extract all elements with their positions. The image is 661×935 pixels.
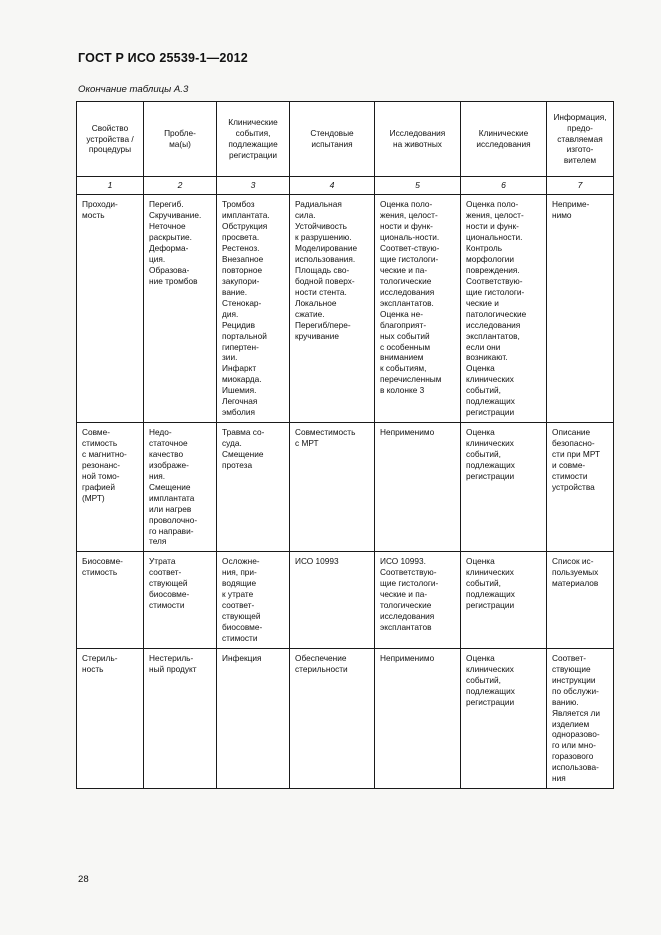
cell-clinical-events-text: Травма со- суда. Смещение протеза xyxy=(222,427,265,470)
cell-bench-tests: Обеспечение стерильности xyxy=(289,647,375,790)
table-row: Стериль- ность Нестериль- ный продукт Ин… xyxy=(76,647,614,790)
cell-manufacturer-info-text: Описание безопасно- сти при МРТ и совме-… xyxy=(552,427,601,492)
cell-clinical-events: Травма со- суда. Смещение протеза xyxy=(216,422,290,553)
column-header-bench-tests: Стендовые испытания xyxy=(289,101,375,177)
cell-property-text: Совме- стимость с магнитно- резонанс- но… xyxy=(82,427,127,503)
cell-clinical-events: Осложне- ния, при- водящие к утрате соот… xyxy=(216,551,290,649)
cell-property: Стериль- ность xyxy=(76,647,144,790)
column-header-clinical-studies-label: Клинические исследования xyxy=(476,128,531,149)
cell-manufacturer-info: Соответ- ствующие инструкции по обслужи-… xyxy=(546,647,614,790)
cell-animal-studies-text: Неприменимо xyxy=(380,652,435,663)
cell-clinical-studies: Оценка клинических событий, подлежащих р… xyxy=(460,551,547,649)
cell-problems-text: Перегиб. Скручивание. Неточное раскрытие… xyxy=(149,199,202,286)
cell-manufacturer-info: Описание безопасно- сти при МРТ и совме-… xyxy=(546,422,614,553)
cell-problems: Перегиб. Скручивание. Неточное раскрытие… xyxy=(143,194,217,424)
column-header-problems-label: Пробле- ма(ы) xyxy=(164,128,196,149)
cell-animal-studies: Неприменимо xyxy=(374,647,461,790)
cell-clinical-studies: Оценка клинических событий, подлежащих р… xyxy=(460,647,547,790)
cell-property-text: Стериль- ность xyxy=(82,652,118,674)
cell-clinical-events-text: Осложне- ния, при- водящие к утрате соот… xyxy=(222,556,263,643)
cell-problems-text: Нестериль- ный продукт xyxy=(149,652,197,674)
column-number-6: 6 xyxy=(460,175,547,196)
cell-manufacturer-info-text: Неприме- нимо xyxy=(552,199,590,221)
cell-manufacturer-info-text: Список ис- пользуемых материалов xyxy=(552,556,599,589)
cell-clinical-events: Инфекция xyxy=(216,647,290,790)
cell-property: Биосовме- стимость xyxy=(76,551,144,649)
column-header-manufacturer-info-label: Информация, предо- ставляемая изгото- ви… xyxy=(553,111,607,166)
cell-clinical-studies-text: Оценка клинических событий, подлежащих р… xyxy=(466,427,515,481)
cell-problems: Недо- статочное качество изображе- ния. … xyxy=(143,422,217,553)
column-header-manufacturer-info: Информация, предо- ставляемая изгото- ви… xyxy=(546,101,614,177)
table-row: Проходи- мость Перегиб. Скручивание. Нет… xyxy=(76,194,614,424)
cell-bench-tests-text: Совместимость с МРТ xyxy=(295,427,356,449)
cell-animal-studies-text: Неприменимо xyxy=(380,427,435,438)
cell-bench-tests: ИСО 10993 xyxy=(289,551,375,649)
cell-clinical-studies-text: Оценка поло- жения, целост- ности и функ… xyxy=(466,199,527,418)
cell-clinical-events-text: Тромбоз имплантата. Обструкция просвета.… xyxy=(222,199,270,418)
cell-animal-studies-text: Оценка поло- жения, целост- ности и функ… xyxy=(380,199,442,396)
column-header-bench-tests-label: Стендовые испытания xyxy=(310,128,354,149)
cell-clinical-events-text: Инфекция xyxy=(222,652,262,663)
column-header-problems: Пробле- ма(ы) xyxy=(143,101,217,177)
page-number: 28 xyxy=(78,874,89,885)
cell-manufacturer-info: Список ис- пользуемых материалов xyxy=(546,551,614,649)
page-title: ГОСТ Р ИСО 25539-1—2012 xyxy=(78,51,248,65)
cell-manufacturer-info-text: Соответ- ствующие инструкции по обслужи-… xyxy=(552,652,601,784)
table-row: Биосовме- стимость Утрата соответ- ствую… xyxy=(76,551,614,649)
cell-clinical-studies-text: Оценка клинических событий, подлежащих р… xyxy=(466,556,515,611)
cell-property-text: Биосовме- стимость xyxy=(82,556,123,578)
column-header-property-label: Свойство устройства / процедуры xyxy=(86,122,134,155)
cell-property: Проходи- мость xyxy=(76,194,144,424)
column-number-3: 3 xyxy=(216,175,290,196)
cell-bench-tests: Радиальная сила. Устойчивость к разрушен… xyxy=(289,194,375,424)
cell-property-text: Проходи- мость xyxy=(82,199,118,221)
column-header-clinical-events: Клинические события, подлежащие регистра… xyxy=(216,101,290,177)
cell-clinical-events: Тромбоз имплантата. Обструкция просвета.… xyxy=(216,194,290,424)
table-header-row: Свойство устройства / процедуры Пробле- … xyxy=(76,101,614,177)
table-row: Совме- стимость с магнитно- резонанс- но… xyxy=(76,422,614,553)
cell-clinical-studies-text: Оценка клинических событий, подлежащих р… xyxy=(466,652,515,707)
column-number-5: 5 xyxy=(374,175,461,196)
cell-animal-studies: ИСО 10993. Соответствую- щие гистологи- … xyxy=(374,551,461,649)
column-number-4: 4 xyxy=(289,175,375,196)
column-header-clinical-events-label: Клинические события, подлежащие регистра… xyxy=(228,117,278,160)
column-header-animal-studies: Исследования на животных xyxy=(374,101,461,177)
cell-clinical-studies: Оценка клинических событий, подлежащих р… xyxy=(460,422,547,553)
cell-problems-text: Недо- статочное качество изображе- ния. … xyxy=(149,427,198,547)
column-number-1: 1 xyxy=(76,175,144,196)
column-header-property: Свойство устройства / процедуры xyxy=(76,101,144,177)
table-a3: Свойство устройства / процедуры Пробле- … xyxy=(76,101,614,790)
cell-animal-studies: Неприменимо xyxy=(374,422,461,553)
column-header-clinical-studies: Клинические исследования xyxy=(460,101,547,177)
column-header-animal-studies-label: Исследования на животных xyxy=(389,128,446,149)
cell-manufacturer-info: Неприме- нимо xyxy=(546,194,614,424)
column-number-7: 7 xyxy=(546,175,614,196)
cell-bench-tests-text: ИСО 10993 xyxy=(295,556,339,567)
cell-bench-tests-text: Радиальная сила. Устойчивость к разрушен… xyxy=(295,199,358,341)
cell-problems: Нестериль- ный продукт xyxy=(143,647,217,790)
column-number-2: 2 xyxy=(143,175,217,196)
cell-problems: Утрата соответ- ствующей биосовме- стимо… xyxy=(143,551,217,649)
cell-clinical-studies: Оценка поло- жения, целост- ности и функ… xyxy=(460,194,547,424)
cell-bench-tests: Совместимость с МРТ xyxy=(289,422,375,553)
cell-animal-studies: Оценка поло- жения, целост- ности и функ… xyxy=(374,194,461,424)
table-column-number-row: 1 2 3 4 5 6 7 xyxy=(76,175,614,196)
table-caption: Окончание таблицы А.3 xyxy=(78,84,189,95)
cell-animal-studies-text: ИСО 10993. Соответствую- щие гистологи- … xyxy=(380,556,439,633)
cell-bench-tests-text: Обеспечение стерильности xyxy=(295,652,348,674)
cell-problems-text: Утрата соответ- ствующей биосовме- стимо… xyxy=(149,556,190,611)
cell-property: Совме- стимость с магнитно- резонанс- но… xyxy=(76,422,144,553)
